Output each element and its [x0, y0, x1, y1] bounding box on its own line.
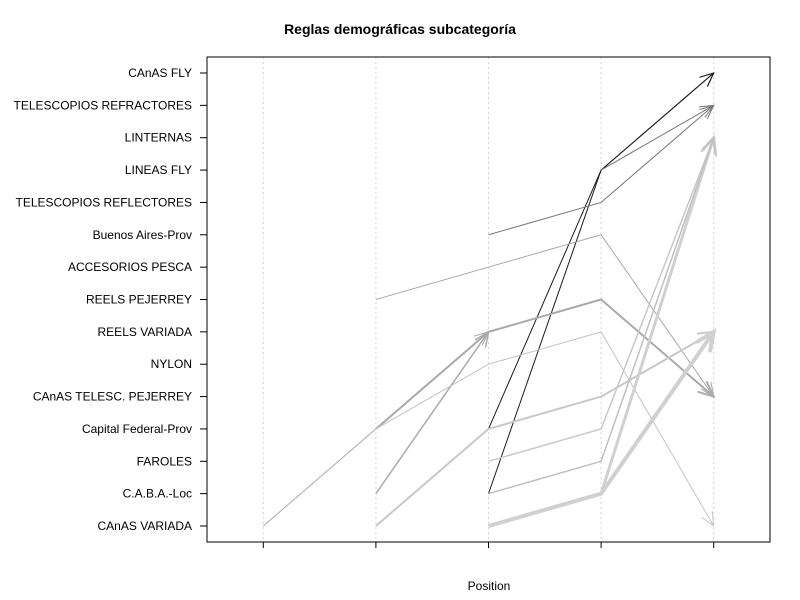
rule-line: [375, 331, 715, 527]
rule-path: [375, 330, 490, 495]
rule-line: [375, 298, 715, 430]
rule-path: [599, 134, 718, 495]
chart-title: Reglas demográficas subcategoría: [284, 21, 516, 37]
y-tick-label: CAnAS FLY: [128, 66, 192, 80]
y-tick-label: TELESCOPIOS REFLECTORES: [16, 195, 193, 209]
rule-path: [375, 331, 715, 528]
rule-path: [600, 104, 715, 171]
rule-line: [488, 104, 715, 236]
rule-line: [488, 137, 715, 463]
rule-path: [488, 135, 716, 495]
arrow-head: [699, 72, 715, 87]
y-tick-label: Capital Federal-Prov: [82, 422, 192, 436]
arrow-head: [702, 135, 716, 154]
y-tick-label: Buenos Aires-Prov: [93, 228, 192, 242]
arrow-head: [697, 381, 716, 399]
rule-line: [488, 137, 715, 495]
x-axis-label: Position: [468, 579, 511, 593]
arrow-head: [695, 327, 717, 353]
rule-line: [262, 331, 489, 527]
rule-path: [375, 330, 716, 527]
rule-path: [375, 298, 716, 430]
y-tick-label: REELS PEJERREY: [86, 293, 192, 307]
y-tick-label: LINEAS FLY: [125, 163, 192, 177]
rule-line: [488, 72, 715, 430]
y-tick-label: ACCESORIOS PESCA: [68, 260, 192, 274]
y-tick-label: CAnAS VARIADA: [98, 519, 192, 533]
y-tick-label: FAROLES: [137, 454, 192, 468]
y-tick-label: REELS VARIADA: [98, 325, 192, 339]
y-axis: CAnAS VARIADA C.A.B.A.-Loc FAROLES Capital …: [14, 66, 207, 533]
rule-path: [262, 331, 490, 527]
x-axis: [262, 542, 715, 548]
rule-line: [375, 331, 490, 495]
y-tick-label: C.A.B.A.-Loc: [123, 487, 192, 501]
rule-line: [599, 137, 716, 495]
arrow-head: [698, 104, 715, 118]
series-layer: [262, 72, 718, 528]
arrow-head: [701, 511, 715, 528]
y-tick-label: TELESCOPIOS REFRACTORES: [14, 98, 192, 112]
rule-line: [375, 234, 715, 397]
rule-line: [600, 104, 714, 171]
rule-line: [375, 330, 715, 527]
y-tick-label: NYLON: [151, 357, 192, 371]
rule-path: [488, 72, 715, 430]
arrow-head: [474, 330, 490, 348]
y-tick-label: LINTERNAS: [125, 131, 192, 145]
y-tick-label: CAnAS TELESC. PEJERREY: [33, 390, 192, 404]
